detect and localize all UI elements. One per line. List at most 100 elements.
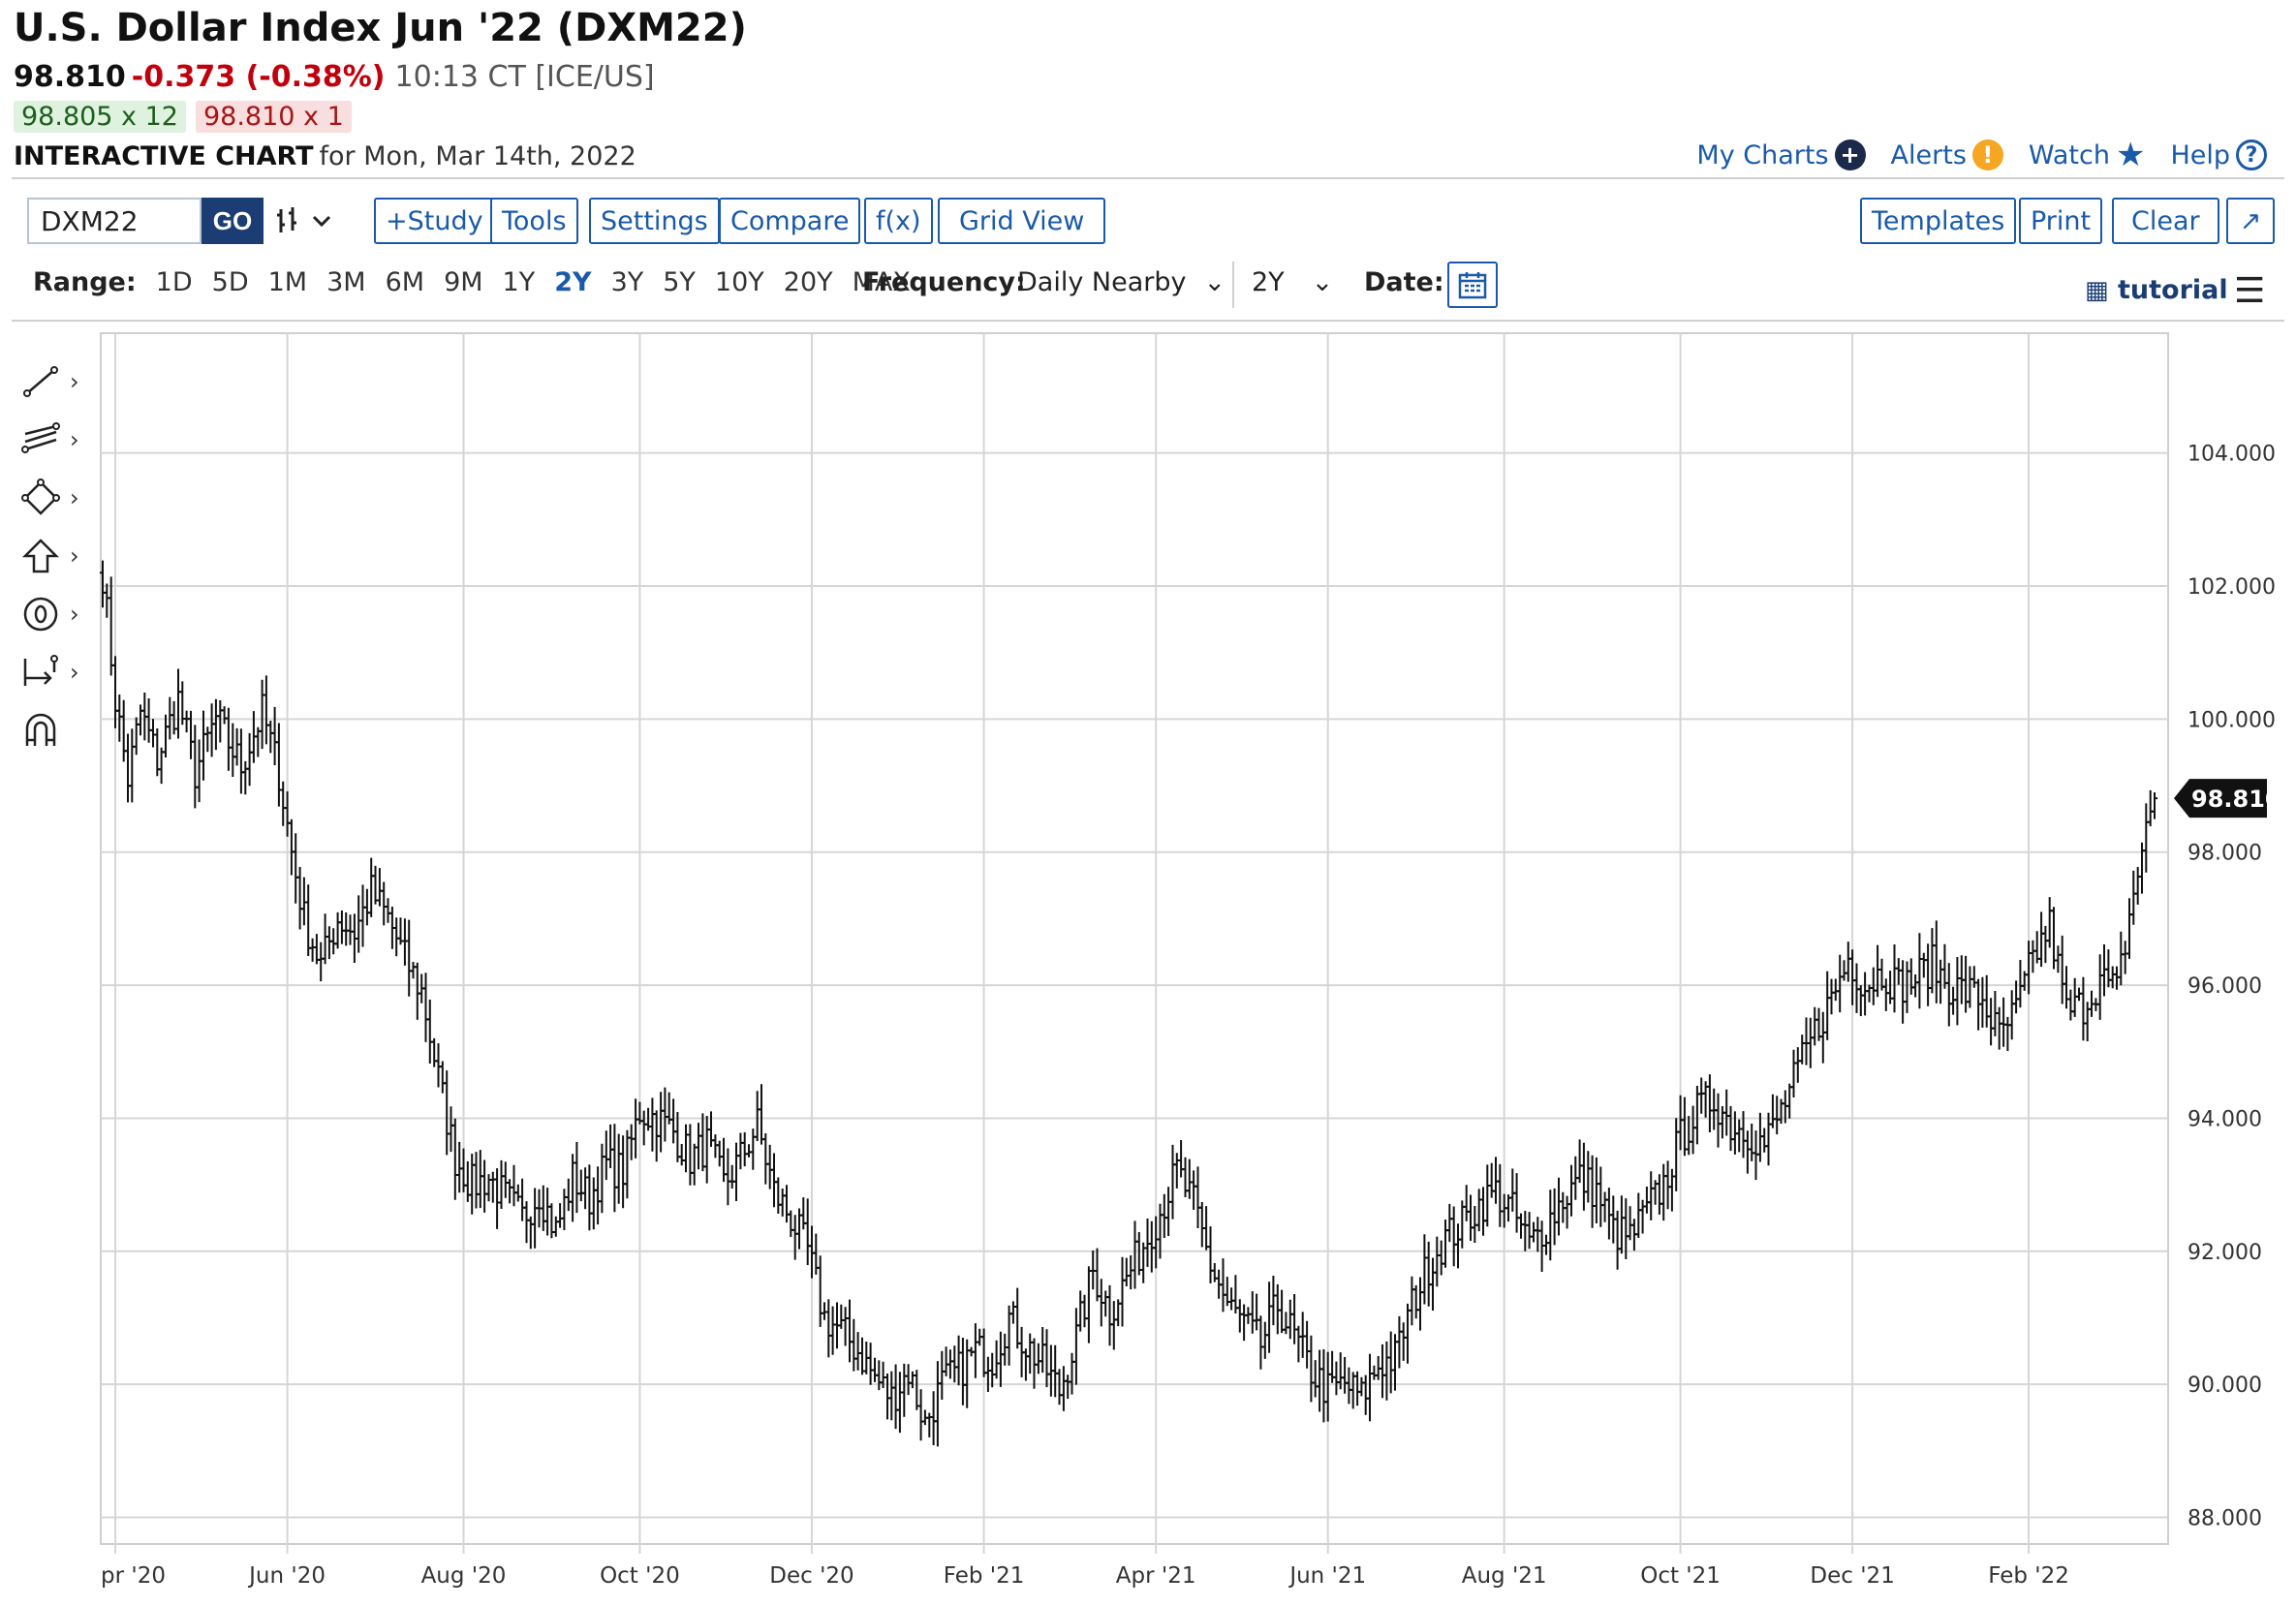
ohlc-bar xyxy=(561,1189,568,1230)
ohlc-bar xyxy=(381,881,388,926)
ohlc-bar xyxy=(699,1113,706,1172)
shape-tool[interactable]: › xyxy=(21,477,89,519)
ohlc-bar xyxy=(246,732,253,787)
ohlc-bar xyxy=(1135,1232,1142,1276)
ohlc-bar xyxy=(1308,1335,1315,1403)
range-option-10y[interactable]: 10Y xyxy=(714,267,764,297)
tutorial-label: tutorial xyxy=(2117,275,2228,305)
ohlc-bar xyxy=(2042,925,2049,964)
ohlc-bar xyxy=(611,1124,618,1213)
ohlc-bar xyxy=(615,1133,622,1204)
ohlc-bar xyxy=(385,898,391,923)
tutorial-link[interactable]: ▦ tutorial xyxy=(2085,275,2228,305)
ohlc-bar xyxy=(1643,1187,1650,1214)
ohlc-bar xyxy=(872,1357,878,1382)
ohlc-bar xyxy=(1279,1289,1286,1334)
go-button[interactable]: GO xyxy=(202,198,264,244)
hamburger-menu-icon[interactable]: ☰ xyxy=(2234,271,2266,311)
frequency-dropdown[interactable]: Daily Nearby ⌄ xyxy=(1017,267,1226,297)
range-option-2y[interactable]: 2Y xyxy=(554,267,592,297)
tools-button[interactable]: Tools xyxy=(490,198,578,244)
arrow-tool[interactable]: › xyxy=(21,535,89,577)
range-option-max[interactable]: MAX xyxy=(852,267,911,297)
ohlc-bar xyxy=(1169,1144,1176,1220)
ohlc-bar xyxy=(175,668,181,739)
settings-button[interactable]: Settings xyxy=(589,198,720,244)
ohlc-bar xyxy=(1593,1157,1599,1223)
x-tick-label: Oct '20 xyxy=(600,1563,680,1589)
alerts-link[interactable]: Alerts! xyxy=(1891,139,2003,170)
last-price-marker: 98.810 xyxy=(2174,779,2281,818)
ohlc-bar xyxy=(1077,1290,1084,1332)
range-option-5d[interactable]: 5D xyxy=(211,267,249,297)
range-option-6m[interactable]: 6M xyxy=(385,267,425,297)
symbol-input[interactable] xyxy=(27,198,202,244)
ohlc-bar xyxy=(326,926,332,959)
ohlc-bar xyxy=(120,699,127,762)
ohlc-bar xyxy=(1535,1217,1541,1252)
my-charts-link[interactable]: My Charts + xyxy=(1696,139,1866,170)
range-option-20y[interactable]: 20Y xyxy=(783,267,833,297)
range-option-1m[interactable]: 1M xyxy=(267,267,308,297)
range-option-1d[interactable]: 1D xyxy=(155,267,193,297)
ohlc-bar xyxy=(716,1140,723,1167)
ohlc-bar xyxy=(876,1360,883,1391)
ohlc-bar xyxy=(1228,1287,1235,1311)
ohlc-bar xyxy=(1551,1188,1558,1246)
top-links: My Charts + Alerts! Watch ★ Help? xyxy=(1696,139,2267,171)
magnet-tool[interactable] xyxy=(21,709,89,752)
ohlc-bar xyxy=(603,1130,609,1181)
ohlc-bar xyxy=(1862,972,1869,1016)
span-dropdown[interactable]: 2Y ⌄ xyxy=(1252,267,1333,297)
ohlc-bar xyxy=(2046,897,2053,948)
fib-tool[interactable]: › xyxy=(21,418,89,461)
function-button[interactable]: f(x) xyxy=(864,198,933,244)
compare-button[interactable]: Compare xyxy=(719,198,861,244)
y-tick-label: 104.000 xyxy=(2187,443,2276,467)
divider xyxy=(1232,262,1234,308)
ohlc-bar xyxy=(972,1323,978,1378)
chevron-right-icon: › xyxy=(70,368,79,395)
expand-button[interactable]: ↗ xyxy=(2226,198,2275,244)
bar-type-dropdown[interactable] xyxy=(275,203,339,246)
ohlc-bar xyxy=(473,1152,480,1209)
ohlc-bar xyxy=(1904,961,1910,1013)
help-link[interactable]: Help? xyxy=(2170,139,2267,170)
calendar-button[interactable] xyxy=(1447,262,1498,308)
ohlc-bar xyxy=(1668,1168,1675,1212)
ohlc-bar xyxy=(280,781,287,826)
watch-link[interactable]: Watch ★ xyxy=(2029,139,2146,171)
range-items: 1D 5D 1M 3M 6M 9M 1Y 2Y 3Y 5Y 10Y 20Y MAX xyxy=(156,267,930,297)
range-option-3y[interactable]: 3Y xyxy=(610,267,644,297)
line-tool[interactable]: › xyxy=(21,360,89,403)
ohlc-bar xyxy=(1727,1105,1734,1152)
grid-view-button[interactable]: Grid View xyxy=(938,198,1106,244)
measure-icon xyxy=(23,655,58,686)
study-button[interactable]: +Study xyxy=(374,198,495,244)
range-option-5y[interactable]: 5Y xyxy=(663,267,696,297)
ohlc-bar xyxy=(1072,1308,1079,1385)
ohlc-bar xyxy=(1195,1166,1201,1228)
ohlc-bar xyxy=(1270,1276,1277,1326)
marker-tool[interactable]: › xyxy=(21,593,89,635)
range-option-3m[interactable]: 3M xyxy=(326,267,366,297)
clear-button[interactable]: Clear xyxy=(2112,198,2219,244)
ohlc-bar xyxy=(1756,1112,1763,1162)
range-option-1y[interactable]: 1Y xyxy=(502,267,536,297)
range-option-9m[interactable]: 9M xyxy=(444,267,483,297)
templates-button[interactable]: Templates xyxy=(1860,198,2017,244)
ohlc-bar xyxy=(431,1037,438,1067)
print-button[interactable]: Print xyxy=(2019,198,2103,244)
ohlc-bar xyxy=(1043,1329,1050,1388)
x-tick-label: pr '20 xyxy=(101,1563,166,1589)
ohlc-bar xyxy=(322,913,328,965)
measure-tool[interactable]: › xyxy=(21,651,89,694)
ohlc-bar xyxy=(2152,792,2157,819)
ohlc-bar xyxy=(1455,1223,1461,1269)
ohlc-bar xyxy=(771,1153,777,1208)
ohlc-bar xyxy=(1660,1163,1667,1221)
ohlc-bar xyxy=(939,1350,946,1400)
ohlc-bar xyxy=(133,717,140,756)
frequency-label-text: Frequency: xyxy=(862,267,1026,297)
